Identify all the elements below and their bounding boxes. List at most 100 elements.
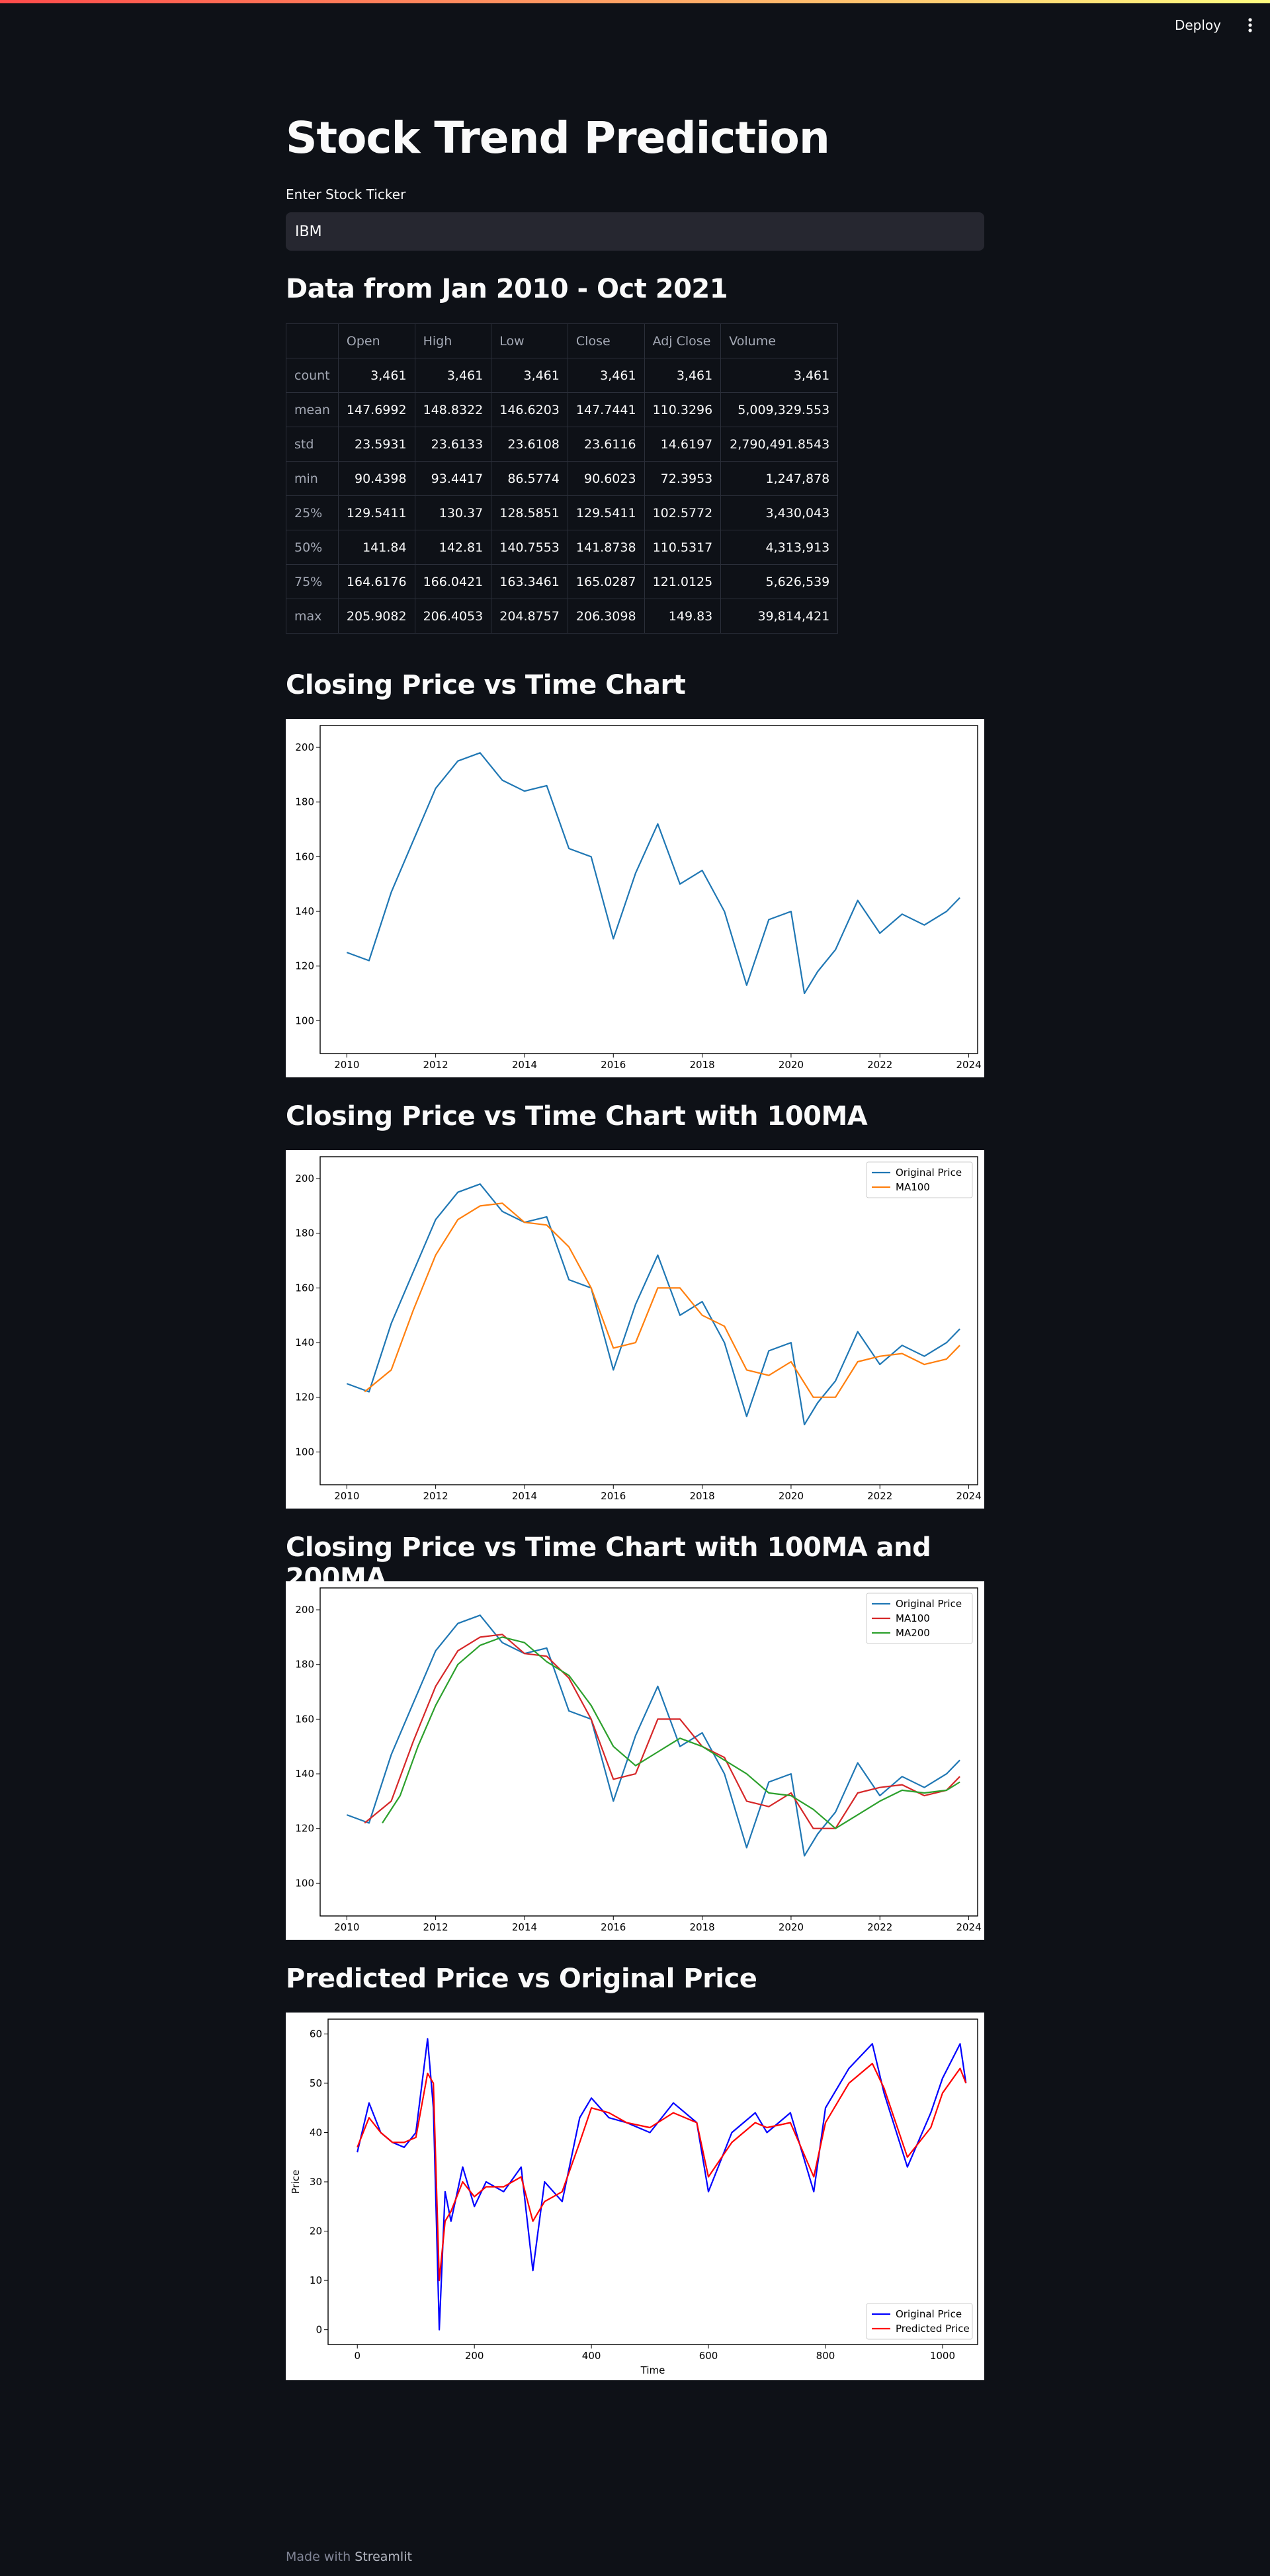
table-cell[interactable]: 129.5411 — [567, 495, 645, 530]
stats-table: Open High Low Close Adj Close Volume cou… — [286, 323, 839, 634]
main-menu-icon[interactable] — [1241, 9, 1259, 41]
table-cell[interactable]: 110.3296 — [644, 392, 722, 427]
table-cell[interactable]: 39,814,421 — [720, 599, 839, 634]
table-cell[interactable]: 147.7441 — [567, 392, 645, 427]
table-cell[interactable]: 72.3953 — [644, 461, 722, 496]
app-header-actions: Deploy — [1164, 9, 1259, 41]
y-axis-label: Price — [290, 2170, 302, 2194]
row-header: mean — [286, 392, 339, 427]
table-cell[interactable]: 148.8322 — [414, 392, 492, 427]
table-cell[interactable]: 3,461 — [491, 358, 568, 393]
data-heading: Data from Jan 2010 - Oct 2021 — [286, 274, 728, 304]
column-header[interactable]: Open — [337, 323, 415, 358]
table-cell[interactable]: 3,461 — [644, 358, 722, 393]
table-cell[interactable]: 165.0287 — [567, 564, 645, 599]
table-cell[interactable]: 140.7553 — [491, 530, 568, 565]
table-cell[interactable]: 130.37 — [414, 495, 492, 530]
table-cell[interactable]: 86.5774 — [491, 461, 568, 496]
x-axis-label: Time — [640, 2364, 665, 2376]
x-tick-label: 2016 — [601, 1059, 626, 1071]
table-cell[interactable]: 14.6197 — [644, 427, 722, 462]
table-cell[interactable]: 5,009,329.553 — [720, 392, 839, 427]
table-cell[interactable]: 90.4398 — [337, 461, 415, 496]
table-cell[interactable]: 23.6108 — [491, 427, 568, 462]
x-tick-label: 2012 — [423, 1921, 448, 1933]
table-cell[interactable]: 2,790,491.8543 — [720, 427, 839, 462]
chart1-heading: Closing Price vs Time Chart — [286, 670, 686, 700]
deploy-button[interactable]: Deploy — [1174, 17, 1221, 33]
x-tick-label: 2012 — [423, 1059, 448, 1071]
table-cell[interactable]: 166.0421 — [414, 564, 492, 599]
column-header[interactable]: High — [414, 323, 492, 358]
table-cell[interactable]: 149.83 — [644, 599, 722, 634]
column-header[interactable]: Adj Close — [644, 323, 722, 358]
legend-label: MA100 — [896, 1612, 930, 1624]
x-tick-label: 2010 — [334, 1490, 359, 1502]
table-cell[interactable]: 128.5851 — [491, 495, 568, 530]
table-cell[interactable]: 141.8738 — [567, 530, 645, 565]
x-tick-label: 600 — [699, 2350, 718, 2362]
y-tick-label: 30 — [310, 2176, 322, 2188]
ma100-ma200-chart-svg: 2010 2012 2014 2016 2018 2020 2022 2024 100 120 14… — [295, 1587, 982, 1933]
x-tick-label: 2018 — [690, 1921, 715, 1933]
table-cell[interactable]: 204.8757 — [491, 599, 568, 634]
legend-label: MA200 — [896, 1627, 930, 1639]
row-header: 50% — [286, 530, 339, 565]
table-cell[interactable]: 3,461 — [720, 358, 839, 393]
y-tick-label: 50 — [310, 2077, 322, 2089]
table-cell[interactable]: 1,247,878 — [720, 461, 839, 496]
page-title: Stock Trend Prediction — [286, 112, 830, 163]
table-row: 75% 164.6176 166.0421 163.3461 165.0287 … — [286, 564, 839, 599]
legend-box — [866, 1593, 973, 1644]
y-tick-label: 140 — [295, 1768, 314, 1780]
column-header[interactable]: Low — [491, 323, 568, 358]
table-cell[interactable]: 206.4053 — [414, 599, 492, 634]
series-line-0 — [357, 2038, 967, 2331]
table-cell[interactable]: 90.6023 — [567, 461, 645, 496]
x-tick-label: 400 — [582, 2350, 601, 2362]
footer-streamlit-link[interactable]: Streamlit — [355, 2550, 412, 2564]
table-header-row: Open High Low Close Adj Close Volume — [286, 323, 839, 358]
table-cell[interactable]: 93.4417 — [414, 461, 492, 496]
x-tick-label: 2016 — [601, 1921, 626, 1933]
table-cell[interactable]: 5,626,539 — [720, 564, 839, 599]
table-cell[interactable]: 147.6992 — [337, 392, 415, 427]
table-cell[interactable]: 102.5772 — [644, 495, 722, 530]
table-cell[interactable]: 205.9082 — [337, 599, 415, 634]
table-cell[interactable]: 23.6116 — [567, 427, 645, 462]
column-header[interactable] — [286, 323, 339, 358]
column-header[interactable]: Close — [567, 323, 645, 358]
ticker-input[interactable]: IBM — [286, 212, 984, 251]
table-row: 50% 141.84 142.81 140.7553 141.8738 110.… — [286, 530, 839, 565]
y-tick-label: 100 — [295, 1877, 314, 1889]
y-tick-label: 180 — [295, 796, 314, 808]
legend: Original Price MA100 MA200 — [866, 1593, 973, 1644]
table-cell[interactable]: 206.3098 — [567, 599, 645, 634]
table-cell[interactable]: 146.6203 — [491, 392, 568, 427]
top-decoration-bar — [0, 0, 1270, 3]
table-cell[interactable]: 121.0125 — [644, 564, 722, 599]
table-cell[interactable]: 163.3461 — [491, 564, 568, 599]
table-cell[interactable]: 129.5411 — [337, 495, 415, 530]
table-cell[interactable]: 110.5317 — [644, 530, 722, 565]
x-tick-label: 2014 — [512, 1490, 537, 1502]
table-cell[interactable]: 4,313,913 — [720, 530, 839, 565]
table-cell[interactable]: 3,430,043 — [720, 495, 839, 530]
plot-frame — [319, 1587, 978, 1917]
x-tick-label: 2024 — [956, 1059, 981, 1071]
table-row: count 3,461 3,461 3,461 3,461 3,461 3,46… — [286, 358, 839, 393]
table-cell[interactable]: 164.6176 — [337, 564, 415, 599]
column-header[interactable]: Volume — [720, 323, 839, 358]
table-cell[interactable]: 3,461 — [414, 358, 492, 393]
table-cell[interactable]: 23.5931 — [337, 427, 415, 462]
table-cell[interactable]: 3,461 — [567, 358, 645, 393]
table-cell[interactable]: 3,461 — [337, 358, 415, 393]
series-line-1 — [364, 1202, 960, 1398]
x-tick-label: 200 — [465, 2350, 484, 2362]
table-cell[interactable]: 141.84 — [337, 530, 415, 565]
table-row: 25% 129.5411 130.37 128.5851 129.5411 10… — [286, 495, 839, 530]
table-cell[interactable]: 142.81 — [414, 530, 492, 565]
x-tick-label: 2016 — [601, 1490, 626, 1502]
table-row: min 90.4398 93.4417 86.5774 90.6023 72.3… — [286, 461, 839, 496]
table-cell[interactable]: 23.6133 — [414, 427, 492, 462]
